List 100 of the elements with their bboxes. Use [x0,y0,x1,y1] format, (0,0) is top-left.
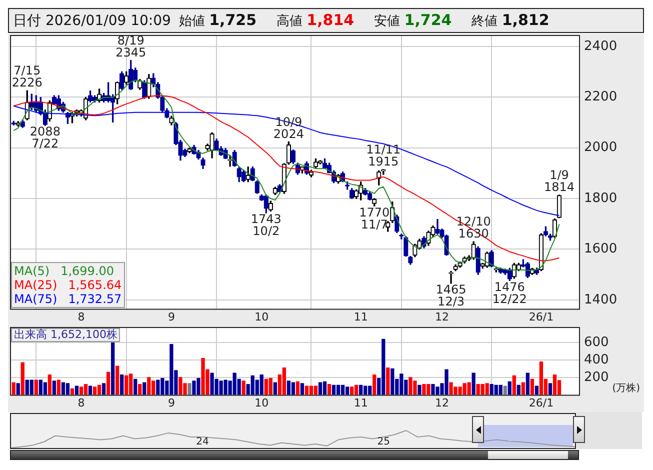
chart-title: 日付 2026/01/09 10:09 [13,13,171,29]
bar [79,386,84,395]
x-tick-label: 12 [435,396,450,410]
bar [332,384,336,395]
bar [526,372,530,395]
y-tick-label: 600 [584,335,609,350]
bar [48,374,52,395]
x-tick-label: 26/1 [528,396,554,410]
text: MA(25) 1,565.64 [14,278,122,292]
y-tick-label: 1600 [584,242,618,257]
bar [124,375,128,395]
x-tick-label: 9 [168,310,175,324]
y-axis-title: (万株) [612,382,640,395]
bar [296,381,300,395]
bar [43,382,48,395]
annotation: 1743 10/2 [250,212,282,238]
bar [291,382,296,395]
bar [534,386,539,395]
x-tick-label: 11 [354,396,368,410]
candlestick [448,270,454,284]
x-tick-label: 9 [168,396,175,410]
bar [138,384,142,395]
bar [304,386,309,395]
bar [336,384,340,395]
bar [115,366,120,395]
x-tick-label: 25 [377,436,390,448]
bar [314,386,318,395]
annotation: 1770 11/7 [359,205,390,232]
y-tick-label: 200 [584,370,609,385]
bar [106,372,110,395]
bar [142,382,146,395]
annotation: 7/15 2226 [12,64,42,90]
bar [485,383,489,395]
text: MA(75) 1,732.57 [14,292,122,306]
bar [268,378,272,395]
bar [273,382,277,395]
text: 高値 1,814 [276,11,354,29]
bar [530,378,534,395]
bar [345,386,350,395]
bar [340,384,345,395]
bar [498,384,502,395]
bar [97,384,102,395]
y-tick-label: 1400 [584,292,618,308]
bar [359,384,363,395]
bar [16,383,20,395]
text: 始値 1,725 [178,11,257,29]
bar [350,386,354,395]
y-tick-label: 400 [584,352,609,368]
bar [516,384,520,395]
bar [418,384,422,395]
bar [56,380,61,395]
bar [260,374,264,395]
y-tick-label: 1800 [584,190,618,206]
x-tick-label: 12 [435,310,450,324]
x-tick-label: 10 [254,396,269,410]
bar [282,368,286,395]
bar [548,383,552,395]
bar [472,372,476,395]
bar [327,384,332,395]
bar [74,386,79,395]
bar [66,383,70,395]
bar [30,380,34,395]
annotation: 1476 12/22 [492,280,527,306]
bar [147,377,151,395]
bar [61,382,66,395]
y-tick-label: 2400 [584,38,618,54]
annotation: 8/19 2345 [116,33,146,60]
bar [134,378,138,395]
bar [521,382,526,395]
bar [322,381,327,395]
bar [390,368,394,395]
bar [84,384,88,395]
x-tick-label: 8 [78,310,85,324]
annotation: 1465 12/3 [436,282,466,309]
bar [12,382,16,395]
text: 終値 1,812 [472,11,550,29]
bar [286,380,291,395]
bar [88,386,92,395]
bar [386,368,390,395]
x-tick-label: 26/1 [528,310,554,324]
chart-title: 出来高 1,652,100株 [11,328,120,342]
text: MA(5) 1,699.00 [14,264,116,278]
bar [300,383,304,395]
annotation: 1/9 1814 [544,168,575,194]
x-tick-label: 8 [78,396,85,410]
bar [552,374,557,395]
x-tick-label: 10 [254,310,269,324]
bar [188,383,192,395]
annotation: 11/11 1915 [366,142,401,168]
bar [318,382,322,395]
bar [512,375,516,395]
bar [92,386,97,395]
x-tick-label: 24 [196,436,209,448]
bar [309,386,314,395]
bar [242,380,246,395]
bar [539,361,544,395]
bar [503,386,507,395]
bar [120,374,124,395]
bar [34,380,38,395]
bar [372,374,376,395]
